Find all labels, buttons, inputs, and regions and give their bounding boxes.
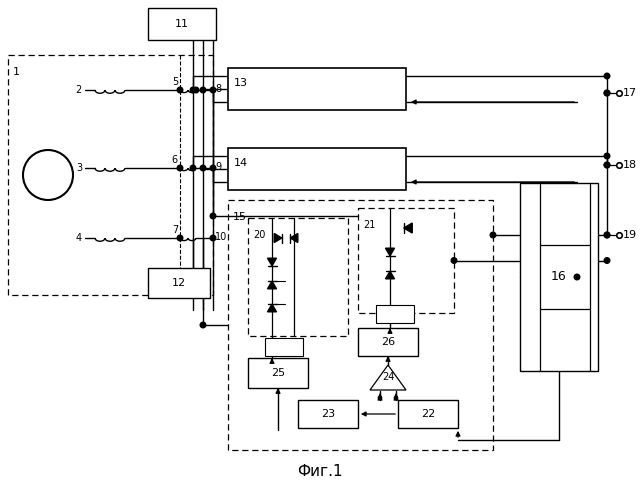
- Polygon shape: [274, 234, 282, 243]
- Bar: [358, 208, 454, 313]
- Text: 7: 7: [172, 225, 178, 235]
- Polygon shape: [268, 281, 276, 289]
- Circle shape: [210, 235, 216, 241]
- Text: 14: 14: [234, 158, 248, 168]
- Bar: [228, 68, 406, 110]
- Circle shape: [604, 232, 610, 238]
- Text: 17: 17: [623, 88, 637, 98]
- Text: 6: 6: [172, 155, 178, 165]
- Text: 4: 4: [76, 233, 82, 243]
- Circle shape: [177, 235, 183, 241]
- Circle shape: [604, 73, 610, 79]
- Circle shape: [574, 274, 580, 280]
- Bar: [228, 200, 493, 450]
- Text: 15: 15: [233, 212, 247, 222]
- Polygon shape: [370, 365, 406, 390]
- Text: 1: 1: [13, 67, 20, 77]
- Text: 19: 19: [623, 230, 637, 240]
- Bar: [8, 55, 213, 295]
- Polygon shape: [385, 271, 394, 279]
- Circle shape: [190, 165, 196, 171]
- Bar: [148, 268, 210, 298]
- Text: 5: 5: [172, 77, 178, 87]
- Text: 11: 11: [175, 19, 189, 29]
- Circle shape: [200, 87, 206, 93]
- Circle shape: [210, 213, 216, 219]
- Circle shape: [200, 165, 206, 171]
- Bar: [148, 8, 216, 40]
- Circle shape: [604, 90, 610, 96]
- Bar: [265, 338, 303, 356]
- Circle shape: [193, 87, 199, 93]
- Circle shape: [451, 258, 457, 263]
- Circle shape: [604, 153, 610, 159]
- Circle shape: [210, 87, 216, 93]
- Circle shape: [604, 232, 610, 238]
- Text: 8: 8: [215, 84, 221, 94]
- Bar: [248, 218, 348, 336]
- Text: Фиг.1: Фиг.1: [297, 464, 343, 480]
- Polygon shape: [385, 248, 394, 256]
- Bar: [376, 305, 414, 323]
- Circle shape: [177, 87, 183, 93]
- Text: 9: 9: [215, 162, 221, 172]
- Text: 12: 12: [172, 278, 186, 288]
- Bar: [228, 148, 406, 190]
- Circle shape: [604, 162, 610, 168]
- Circle shape: [604, 90, 610, 96]
- Bar: [248, 358, 308, 388]
- Polygon shape: [268, 258, 276, 266]
- Text: 20: 20: [253, 230, 266, 240]
- Circle shape: [604, 162, 610, 168]
- Circle shape: [177, 165, 183, 171]
- Text: 3: 3: [76, 163, 82, 173]
- Polygon shape: [268, 304, 276, 312]
- Text: 24: 24: [382, 373, 394, 382]
- Bar: [398, 400, 458, 428]
- Text: 10: 10: [215, 232, 227, 242]
- Text: 25: 25: [271, 368, 285, 378]
- Circle shape: [490, 232, 496, 238]
- Text: 16: 16: [551, 271, 567, 283]
- Bar: [298, 400, 358, 428]
- Text: 26: 26: [381, 337, 395, 347]
- Text: 23: 23: [321, 409, 335, 419]
- Text: 22: 22: [421, 409, 435, 419]
- Circle shape: [200, 322, 206, 328]
- Circle shape: [604, 258, 610, 263]
- Text: 21: 21: [363, 220, 376, 230]
- Bar: [520, 183, 598, 371]
- Circle shape: [190, 87, 196, 93]
- Text: 2: 2: [76, 85, 82, 95]
- Bar: [358, 328, 418, 356]
- Polygon shape: [290, 234, 298, 243]
- Text: 13: 13: [234, 78, 248, 88]
- Text: 18: 18: [623, 160, 637, 170]
- Polygon shape: [404, 223, 412, 233]
- Circle shape: [210, 165, 216, 171]
